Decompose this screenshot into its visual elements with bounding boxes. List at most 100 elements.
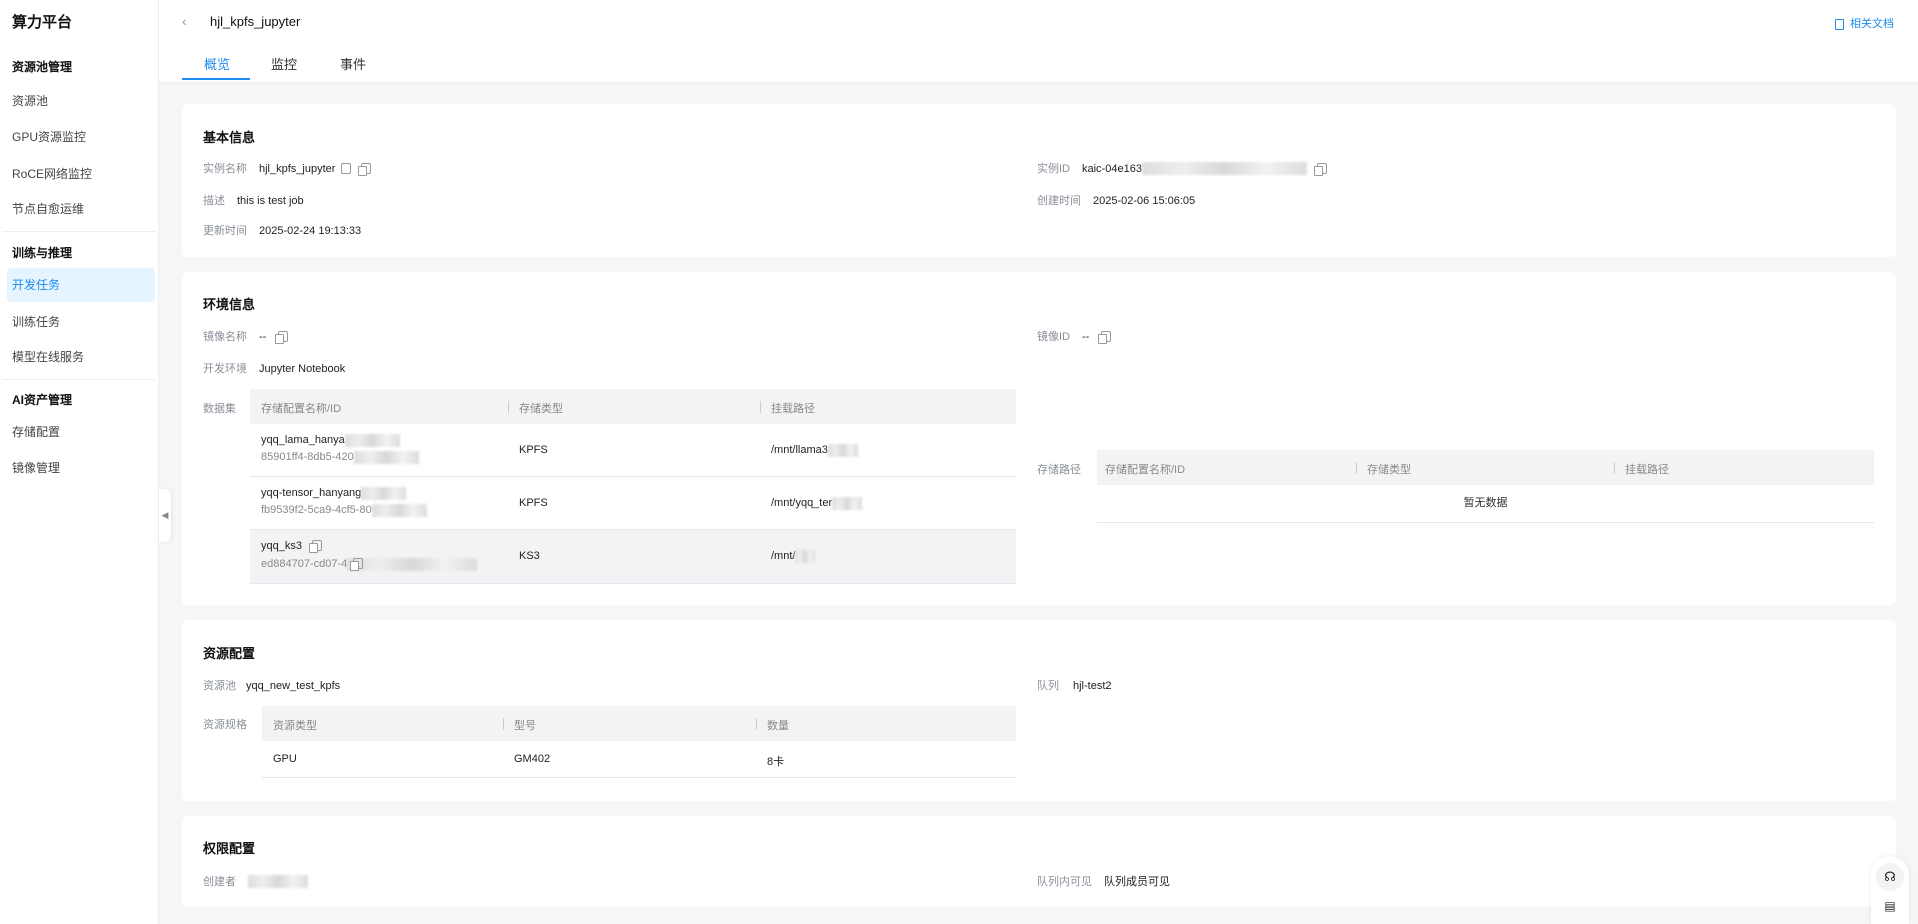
nav-group-title: AI资产管理 bbox=[12, 393, 73, 407]
document-icon bbox=[1835, 18, 1844, 30]
related-docs-link[interactable]: 相关文档 bbox=[1835, 15, 1894, 31]
queue-label: 队列 bbox=[1037, 680, 1059, 692]
nav-group-title: 资源池管理 bbox=[12, 60, 73, 74]
sidebar-item-node-healing[interactable]: 节点自愈运维 bbox=[12, 202, 85, 216]
sidebar-item-model-serving[interactable]: 模型在线服务 bbox=[12, 350, 85, 364]
document-icon[interactable]: ▤ bbox=[1884, 899, 1896, 913]
column-header: 型号 bbox=[514, 720, 536, 732]
tab-events[interactable]: 事件 bbox=[340, 57, 367, 72]
dataset-name: yqq-tensor_hanyang bbox=[261, 487, 362, 499]
copy-icon[interactable] bbox=[1098, 331, 1112, 345]
page-header: ‹ hjl_kpfs_jupyter 概览 监控 事件 相关文档 bbox=[159, 0, 1918, 82]
active-tab-indicator bbox=[182, 78, 250, 80]
table-row: yqq_ks3 ed884707-cd07-4 KS3 /mnt/ bbox=[250, 530, 1016, 584]
image-id-value: -- bbox=[1082, 331, 1090, 343]
customer-service-icon[interactable]: ☊ bbox=[1876, 863, 1904, 891]
description-label: 描述 bbox=[203, 195, 225, 207]
dataset-table: 存储配置名称/ID 存储类型 挂载路径 yqq_lama_hanya 85901ff… bbox=[250, 389, 1016, 584]
mount-path: /mnt/yqq_ter bbox=[771, 497, 833, 509]
redacted-blur bbox=[371, 504, 427, 517]
sidebar-item-roce-monitor[interactable]: RoCE网络监控 bbox=[12, 167, 93, 181]
sidebar: 算力平台 资源池管理 资源池 GPU资源监控 RoCE网络监控 节点自愈运维 训… bbox=[0, 0, 159, 924]
resource-pool-label: 资源池 bbox=[203, 680, 236, 692]
section-title: 权限配置 bbox=[203, 841, 256, 856]
tab-monitor[interactable]: 监控 bbox=[271, 57, 298, 72]
description-value: this is test job bbox=[237, 195, 304, 207]
image-name-value: -- bbox=[259, 331, 267, 343]
section-title: 基本信息 bbox=[203, 130, 256, 145]
queue-value: hjl-test2 bbox=[1073, 680, 1112, 692]
table-row: GPU GM402 8卡 bbox=[262, 741, 1016, 778]
sidebar-item-resource-pool[interactable]: 资源池 bbox=[12, 94, 49, 108]
redacted-blur bbox=[347, 558, 478, 571]
column-header: 挂载路径 bbox=[771, 403, 815, 415]
creator-label: 创建者 bbox=[203, 876, 236, 888]
mount-path: /mnt/llama3 bbox=[771, 444, 828, 456]
column-header: 存储配置名称/ID bbox=[261, 403, 342, 415]
storage-type: KS3 bbox=[519, 550, 540, 562]
image-id-label: 镜像ID bbox=[1037, 331, 1070, 343]
storage-type: KPFS bbox=[519, 444, 548, 456]
divider bbox=[2, 231, 156, 232]
column-header: 数量 bbox=[767, 720, 789, 732]
related-docs-label: 相关文档 bbox=[1850, 18, 1894, 30]
dev-env-label: 开发环境 bbox=[203, 363, 247, 375]
redacted-blur bbox=[353, 451, 419, 464]
table-header: 资源类型 型号 数量 bbox=[262, 706, 1016, 741]
image-name-label: 镜像名称 bbox=[203, 331, 247, 343]
resource-count: 8卡 bbox=[767, 756, 785, 768]
back-arrow-icon[interactable]: ‹ bbox=[182, 13, 187, 29]
instance-name-label: 实例名称 bbox=[203, 163, 247, 175]
page-title: hjl_kpfs_jupyter bbox=[210, 14, 301, 29]
redacted-blur bbox=[361, 487, 407, 500]
collapse-sidebar-handle[interactable]: ◀ bbox=[159, 489, 171, 542]
dataset-id: fb9539f2-5ca9-4cf5-80 bbox=[261, 504, 372, 516]
column-header: 资源类型 bbox=[273, 720, 317, 732]
copy-icon[interactable] bbox=[1313, 163, 1327, 177]
updated-time-value: 2025-02-24 19:13:33 bbox=[259, 225, 362, 237]
copy-icon[interactable] bbox=[358, 163, 372, 177]
resource-card: 资源配置 资源池 yqq_new_test_kpfs 队列 hjl-test2 资源… bbox=[182, 620, 1896, 801]
tab-overview[interactable]: 概览 bbox=[204, 57, 231, 72]
redacted-blur bbox=[344, 434, 400, 447]
resource-pool-value: yqq_new_test_kpfs bbox=[246, 680, 341, 692]
redacted-blur bbox=[1141, 162, 1307, 176]
sidebar-item-image-manage[interactable]: 镜像管理 bbox=[12, 461, 61, 475]
section-title: 资源配置 bbox=[203, 646, 256, 661]
created-time-value: 2025-02-06 15:06:05 bbox=[1093, 195, 1196, 207]
floating-toolbar: ☊ ▤ bbox=[1871, 856, 1909, 924]
nav-group-title: 训练与推理 bbox=[12, 246, 73, 260]
permission-card: 权限配置 创建者 队列内可见 队列成员可见 bbox=[182, 816, 1896, 907]
copy-icon[interactable] bbox=[275, 331, 289, 345]
dataset-name: yqq_lama_hanya bbox=[261, 434, 345, 446]
divider bbox=[2, 379, 156, 380]
sidebar-item-training-tasks[interactable]: 训练任务 bbox=[12, 315, 61, 329]
table-header: 存储配置名称/ID 存储类型 挂载路径 bbox=[250, 389, 1016, 424]
storage-type: KPFS bbox=[519, 497, 548, 509]
resource-spec-table: 资源类型 型号 数量 GPU GM402 8卡 bbox=[262, 706, 1016, 778]
sidebar-item-dev-tasks[interactable]: 开发任务 bbox=[7, 268, 155, 302]
dataset-label: 数据集 bbox=[203, 403, 236, 415]
env-info-card: 环境信息 镜像名称 -- 开发环境 Jupyter Notebook 数据集 存储配… bbox=[182, 272, 1896, 605]
table-header: 存储配置名称/ID 存储类型 挂载路径 bbox=[1097, 450, 1874, 485]
resource-model: GM402 bbox=[514, 753, 551, 765]
resource-type: GPU bbox=[273, 753, 297, 765]
copy-icon[interactable] bbox=[350, 558, 364, 571]
copy-icon[interactable] bbox=[308, 540, 322, 553]
edit-icon[interactable] bbox=[341, 163, 352, 175]
queue-visibility-value: 队列成员可见 bbox=[1104, 876, 1170, 888]
table-row: yqq_lama_hanya 85901ff4-8db5-420 KPFS /m… bbox=[250, 424, 1016, 477]
sidebar-item-storage-config[interactable]: 存储配置 bbox=[12, 425, 61, 439]
instance-id-value: kaic-04e163 bbox=[1082, 163, 1142, 175]
section-title: 环境信息 bbox=[203, 297, 256, 312]
sidebar-item-gpu-monitor[interactable]: GPU资源监控 bbox=[12, 130, 87, 144]
column-header: 存储类型 bbox=[519, 403, 563, 415]
updated-time-label: 更新时间 bbox=[203, 225, 247, 237]
dataset-name: yqq_ks3 bbox=[261, 540, 302, 552]
redacted-blur bbox=[832, 497, 863, 510]
dataset-id: 85901ff4-8db5-420 bbox=[261, 451, 354, 463]
dev-env-value: Jupyter Notebook bbox=[259, 363, 346, 375]
storage-path-label: 存储路径 bbox=[1037, 464, 1081, 476]
mount-path: /mnt/ bbox=[771, 550, 796, 562]
redacted-blur bbox=[827, 444, 858, 457]
